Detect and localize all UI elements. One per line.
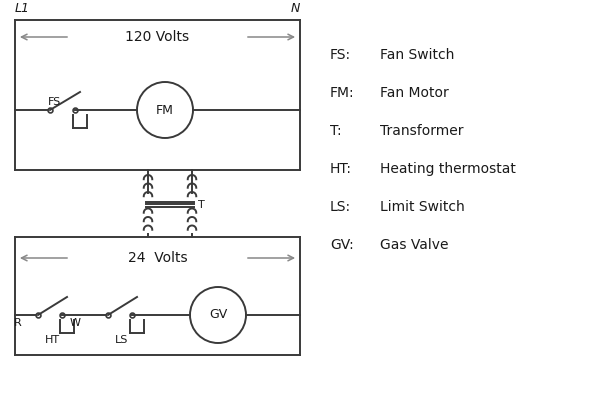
Text: LS:: LS:: [330, 200, 351, 214]
Text: FM: FM: [156, 104, 174, 116]
Text: W: W: [70, 318, 81, 328]
Text: Fan Switch: Fan Switch: [380, 48, 454, 62]
Text: FM:: FM:: [330, 86, 355, 100]
Text: R: R: [14, 318, 22, 328]
Text: 24  Volts: 24 Volts: [127, 251, 187, 265]
Text: Gas Valve: Gas Valve: [380, 238, 448, 252]
Text: GV:: GV:: [330, 238, 354, 252]
Text: Fan Motor: Fan Motor: [380, 86, 449, 100]
Text: T:: T:: [330, 124, 342, 138]
Text: LS: LS: [115, 335, 129, 345]
Text: HT: HT: [44, 335, 60, 345]
Text: GV: GV: [209, 308, 227, 322]
Text: Limit Switch: Limit Switch: [380, 200, 465, 214]
Text: Transformer: Transformer: [380, 124, 464, 138]
Text: Heating thermostat: Heating thermostat: [380, 162, 516, 176]
Text: 120 Volts: 120 Volts: [126, 30, 189, 44]
Text: HT:: HT:: [330, 162, 352, 176]
Text: N: N: [290, 2, 300, 14]
Text: L1: L1: [15, 2, 30, 14]
Text: FS:: FS:: [330, 48, 351, 62]
Text: T: T: [198, 200, 205, 210]
Text: FS: FS: [48, 97, 61, 107]
